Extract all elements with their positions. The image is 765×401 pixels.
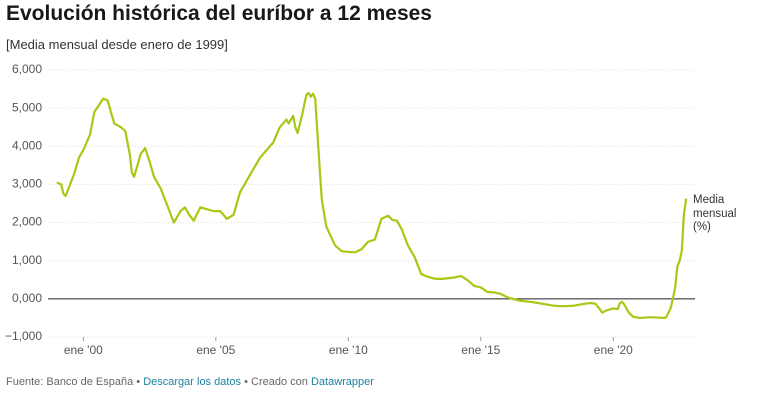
line [56,91,688,320]
credit-link[interactable]: Datawrapper [310,376,374,388]
separator: • [244,376,248,388]
y-tick-label: 2,000 [12,215,42,229]
x-tick-label: ene '15 [461,343,500,357]
y-tick-label: 5,000 [12,100,42,114]
y-tick-label: 1,000 [12,253,42,267]
footer: Fuente: Banco de España • Descargar los … [6,376,374,388]
source: Fuente: Banco de España [6,376,134,388]
y-tick-label: −1,000 [5,329,42,343]
x-tick-label: ene '20 [594,343,633,357]
y-tick-label: 4,000 [12,138,42,152]
y-tick-label: 3,000 [12,177,42,191]
chart-title: Evolución histórica del euríbor a 12 mes… [6,2,432,25]
y-tick-label: 6,000 [12,62,42,76]
download-link[interactable]: Descargar los datos [143,376,242,388]
x-tick-label: ene '10 [329,343,368,357]
x-tick-label: ene '00 [64,343,103,357]
x-tick-label: ene '05 [196,343,235,357]
separator: • [136,376,141,388]
y-tick-label: 0,000 [12,291,42,305]
credit-label: Creado con [251,376,308,388]
series-label: Media mensual (%) [693,194,737,233]
chart-subtitle: [Media mensual desde enero de 1999] [6,37,228,52]
